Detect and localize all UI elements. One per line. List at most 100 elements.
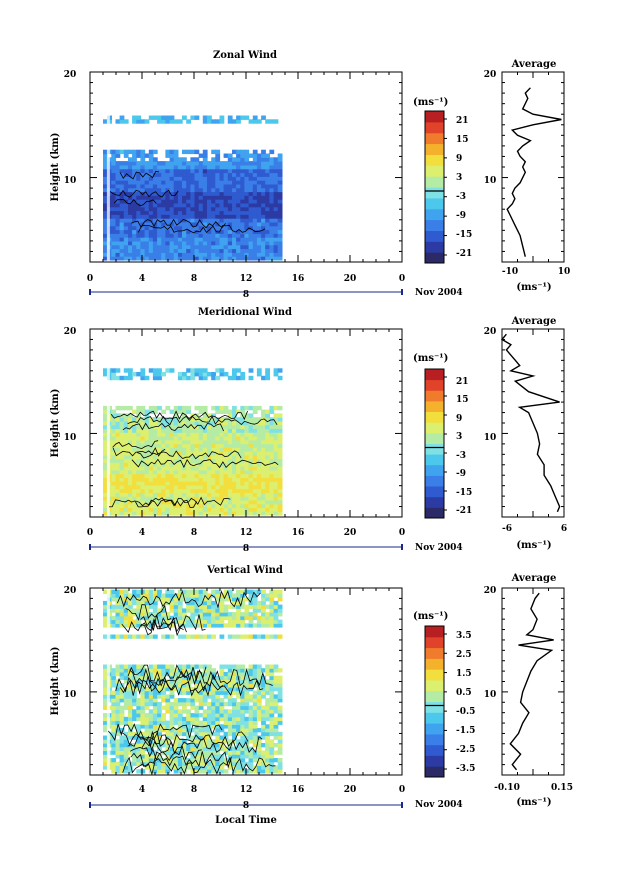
heatmap-cell (194, 256, 200, 261)
heatmap-cell (211, 172, 216, 177)
y-tick-label: 10 (64, 690, 77, 700)
heatmap-cell (240, 481, 246, 486)
heatmap-cell (111, 705, 117, 710)
heatmap-cell (232, 240, 237, 246)
heatmap-cell (136, 409, 142, 414)
heatmap-cell (198, 439, 204, 445)
heatmap-cell (244, 769, 250, 774)
heatmap-cell (190, 375, 196, 381)
heatmap-cell (173, 675, 179, 680)
heatmap-cell (194, 694, 200, 699)
heatmap-cell (236, 119, 241, 124)
heatmap-cell (177, 195, 183, 200)
heatmap-cell (261, 221, 266, 227)
x-tick-label: 0 (87, 528, 93, 538)
heatmap-cell (169, 187, 175, 193)
heatmap-cell (190, 176, 196, 181)
heatmap-cell (219, 713, 225, 718)
heatmap-cell (211, 466, 216, 471)
heatmap-cell (256, 679, 262, 684)
heatmap-cell (173, 473, 179, 478)
heatmap-cell (144, 161, 150, 166)
heatmap-cell (240, 183, 246, 189)
heatmap-cell (227, 443, 233, 448)
heatmap-cell (273, 428, 279, 433)
heatmap-cell (248, 225, 254, 231)
heatmap-cell (207, 769, 212, 774)
heatmap-cell (165, 202, 171, 208)
heatmap-cell (173, 248, 179, 253)
heatmap-cell (157, 191, 162, 196)
heatmap-cell (111, 761, 117, 766)
heatmap-cell (132, 417, 137, 422)
heatmap-cell (111, 149, 117, 155)
heatmap-cell (103, 417, 108, 422)
heatmap-cell (211, 511, 216, 516)
heatmap-cell (161, 488, 166, 493)
profile-frame (501, 587, 565, 776)
heatmap-cell (198, 458, 204, 463)
heatmap-cell (157, 668, 162, 673)
heatmap-cell (223, 488, 229, 493)
heatmap-cell (157, 119, 162, 124)
heatmap-cell (227, 458, 233, 463)
heatmap-cell (211, 496, 216, 501)
heatmap-cell (211, 679, 216, 684)
heatmap-cell (277, 417, 283, 422)
heatmap-cell (157, 754, 162, 759)
heatmap-cell (190, 698, 196, 703)
heatmap-cell (161, 420, 166, 426)
heatmap-cell (144, 256, 150, 261)
heatmap-cell (227, 701, 233, 707)
heatmap-cell (186, 214, 191, 219)
heatmap-cell (111, 589, 117, 594)
heatmap-cell (169, 161, 175, 166)
heatmap-cell (186, 716, 191, 722)
heatmap-cell (269, 248, 275, 253)
heatmap-cell (148, 724, 154, 729)
heatmap-cell (161, 417, 166, 422)
heatmap-cell (194, 499, 200, 505)
heatmap-cell (273, 724, 279, 729)
heatmap-cell (144, 675, 150, 680)
heatmap-cell (198, 743, 204, 748)
heatmap-cell (169, 368, 175, 373)
heatmap-cell (194, 447, 200, 452)
heatmap-cell (190, 180, 196, 185)
heatmap-cell (182, 488, 187, 493)
heatmap-cell (261, 187, 266, 193)
heatmap-cell (152, 686, 158, 692)
heatmap-cell (211, 199, 216, 204)
heatmap-cell (248, 615, 254, 621)
heatmap-cell (173, 462, 179, 467)
heatmap-cell (252, 462, 258, 467)
heatmap-cell (248, 375, 254, 381)
heatmap-cell (273, 735, 279, 740)
heatmap-cell (265, 477, 270, 482)
colorbar-swatch (425, 658, 444, 670)
day-label: 8 (243, 544, 249, 554)
heatmap-cell (261, 168, 266, 174)
heatmap-cell (169, 191, 175, 196)
heatmap-cell (198, 436, 204, 441)
heatmap-cell (161, 739, 166, 744)
heatmap-cell (157, 187, 162, 193)
heatmap-cell (265, 443, 270, 448)
heatmap-cell (152, 229, 158, 234)
heatmap-cell (177, 454, 183, 460)
heatmap-cell (161, 600, 166, 606)
heatmap-cell (240, 743, 246, 748)
heatmap-cell (240, 477, 246, 482)
heatmap-cell (190, 454, 196, 460)
heatmap-cell (219, 496, 225, 501)
heatmap-cell (115, 221, 121, 227)
heatmap-cell (182, 608, 187, 613)
heatmap-cell (169, 447, 175, 452)
heatmap-cell (119, 466, 125, 471)
heatmap-cell (111, 432, 117, 437)
heatmap-cell (248, 765, 254, 770)
heatmap-cell (132, 149, 137, 155)
heatmap-cell (223, 252, 229, 257)
heatmap-cell (132, 115, 137, 120)
heatmap-cell (190, 750, 196, 755)
